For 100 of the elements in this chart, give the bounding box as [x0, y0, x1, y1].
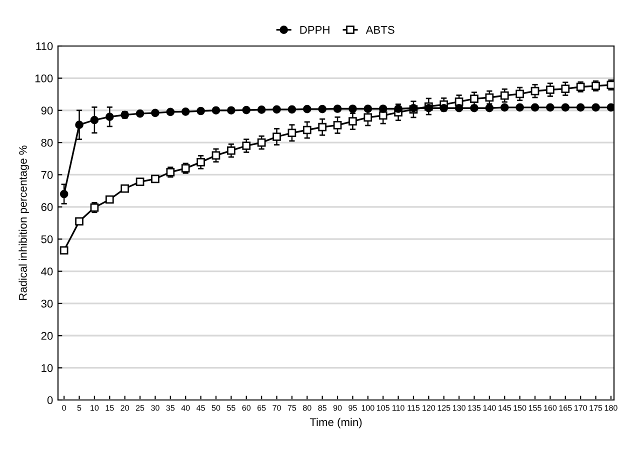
x-tick-label: 5: [77, 405, 82, 411]
point: [546, 86, 554, 94]
x-tick-label: 15: [106, 405, 114, 411]
x-tick-label: 110: [392, 405, 404, 411]
point: [333, 104, 342, 113]
x-tick-label: 65: [257, 405, 266, 411]
y-axis-title: Radical inhibition percentage %: [18, 146, 30, 300]
point: [242, 106, 251, 114]
x-tick-label: 0: [62, 405, 66, 411]
point: [364, 104, 372, 113]
x-tick-label: 30: [151, 405, 160, 411]
y-tick-label: 60: [41, 203, 53, 212]
x-tick-label: 60: [242, 405, 251, 411]
y-tick-label: 70: [41, 170, 53, 179]
point: [105, 195, 114, 204]
x-tick-label: 85: [318, 405, 326, 411]
point: [60, 190, 68, 198]
point: [227, 106, 236, 115]
point: [516, 103, 524, 112]
point: [318, 122, 326, 132]
point: [105, 112, 114, 121]
x-tick-label: 160: [544, 405, 557, 411]
x-tick-label: 20: [120, 405, 130, 411]
point: [606, 103, 614, 112]
point: [378, 111, 388, 120]
x-tick-label: 45: [196, 405, 205, 411]
x-tick-label: 115: [408, 405, 420, 411]
point: [75, 217, 84, 226]
x-tick-label: 10: [90, 405, 99, 411]
point: [333, 121, 342, 130]
point: [470, 94, 478, 103]
point: [485, 93, 494, 102]
x-tick-label: 70: [272, 405, 281, 411]
point: [272, 105, 281, 114]
point: [302, 126, 312, 134]
x-tick-label: 50: [212, 405, 220, 411]
x-tick-label: 105: [376, 405, 390, 411]
point: [500, 91, 509, 100]
point: [516, 90, 524, 98]
point: [151, 174, 160, 184]
x-tick-label: 145: [498, 405, 512, 411]
x-tick-label: 155: [528, 405, 542, 411]
point: [561, 103, 570, 112]
y-tick-label: 110: [36, 42, 53, 50]
point: [227, 146, 236, 155]
point: [592, 103, 600, 112]
x-tick-label: 40: [181, 405, 190, 411]
point: [136, 109, 144, 118]
point: [196, 106, 205, 116]
x-tick-label: 90: [333, 405, 342, 411]
point: [530, 86, 540, 96]
point: [181, 107, 190, 116]
y-tick-label: 80: [41, 138, 53, 147]
point: [530, 103, 540, 112]
point: [378, 104, 388, 113]
x-tick-label: 95: [348, 405, 357, 411]
y-tick-label: 10: [42, 364, 53, 372]
point: [257, 138, 266, 147]
y-tick-label: 90: [41, 106, 53, 114]
x-tick-label: 170: [574, 405, 587, 411]
point: [196, 158, 205, 166]
point: [212, 151, 220, 160]
point: [288, 105, 296, 114]
point: [288, 128, 296, 138]
point: [318, 104, 326, 114]
point: [136, 178, 144, 186]
y-tick-label: 30: [41, 300, 53, 308]
x-tick-label: 130: [452, 405, 466, 411]
point: [576, 103, 585, 112]
point: [90, 116, 99, 124]
legend-label: DPPH: [300, 26, 330, 34]
x-tick-label: 175: [590, 405, 602, 411]
point: [348, 117, 357, 126]
point: [546, 103, 554, 112]
point: [212, 106, 220, 115]
point: [272, 132, 281, 141]
y-tick-label: 100: [35, 74, 53, 82]
x-tick-label: 100: [362, 405, 374, 411]
point: [75, 120, 84, 130]
y-tick-label: 50: [41, 235, 53, 244]
point: [60, 246, 68, 255]
point: [166, 108, 175, 116]
x-tick-label: 25: [136, 405, 144, 411]
point: [151, 108, 160, 118]
x-tick-label: 80: [303, 405, 312, 411]
y-tick-label: 0: [47, 396, 53, 404]
point: [364, 113, 372, 122]
point: [561, 84, 570, 93]
point: [120, 184, 130, 193]
x-tick-label: 35: [166, 405, 175, 411]
legend-label: ABTS: [366, 26, 394, 34]
point: [242, 142, 251, 150]
point: [302, 104, 312, 114]
point: [454, 104, 464, 112]
x-tick-label: 55: [227, 405, 236, 411]
x-tick-label: 140: [483, 405, 496, 411]
y-tick-label: 40: [41, 268, 53, 276]
x-tick-label: 125: [438, 405, 450, 411]
x-tick-label: 150: [514, 405, 526, 411]
x-tick-label: 165: [559, 405, 572, 411]
